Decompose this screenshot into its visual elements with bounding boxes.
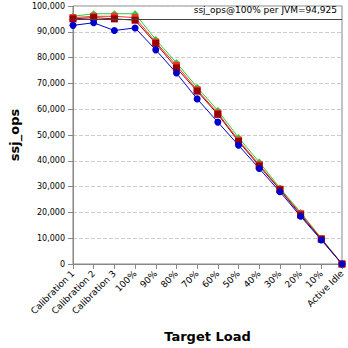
svg-text:10%: 10%: [303, 268, 325, 290]
svg-text:20%: 20%: [283, 268, 305, 290]
svg-text:20,000: 20,000: [37, 208, 65, 217]
svg-text:70%: 70%: [179, 268, 201, 290]
svg-text:ssj_ops@100% per JVM=94,925: ssj_ops@100% per JVM=94,925: [194, 5, 337, 15]
svg-text:Calibration 3: Calibration 3: [70, 268, 118, 316]
svg-text:90%: 90%: [138, 268, 160, 290]
svg-text:90,000: 90,000: [37, 27, 65, 36]
svg-text:Calibration 1: Calibration 1: [28, 268, 77, 317]
svg-text:40,000: 40,000: [37, 156, 65, 165]
svg-text:80%: 80%: [159, 268, 181, 290]
svg-text:Target Load: Target Load: [164, 329, 251, 344]
svg-text:10,000: 10,000: [37, 234, 65, 243]
svg-text:0: 0: [60, 260, 65, 269]
svg-text:100,000: 100,000: [32, 2, 65, 11]
svg-text:100%: 100%: [113, 268, 139, 294]
svg-text:80,000: 80,000: [37, 53, 65, 62]
svg-text:50%: 50%: [221, 268, 243, 290]
svg-text:60,000: 60,000: [37, 105, 65, 114]
svg-text:ssj_ops: ssj_ops: [7, 109, 23, 162]
svg-text:Calibration 2: Calibration 2: [49, 268, 98, 317]
svg-text:40%: 40%: [242, 268, 264, 290]
svg-text:50,000: 50,000: [37, 131, 65, 140]
svg-text:60%: 60%: [200, 268, 222, 290]
svg-text:30,000: 30,000: [37, 182, 65, 191]
svg-text:70,000: 70,000: [37, 79, 65, 88]
svg-text:30%: 30%: [262, 268, 284, 290]
svg-text:Active Idle: Active Idle: [305, 268, 346, 309]
